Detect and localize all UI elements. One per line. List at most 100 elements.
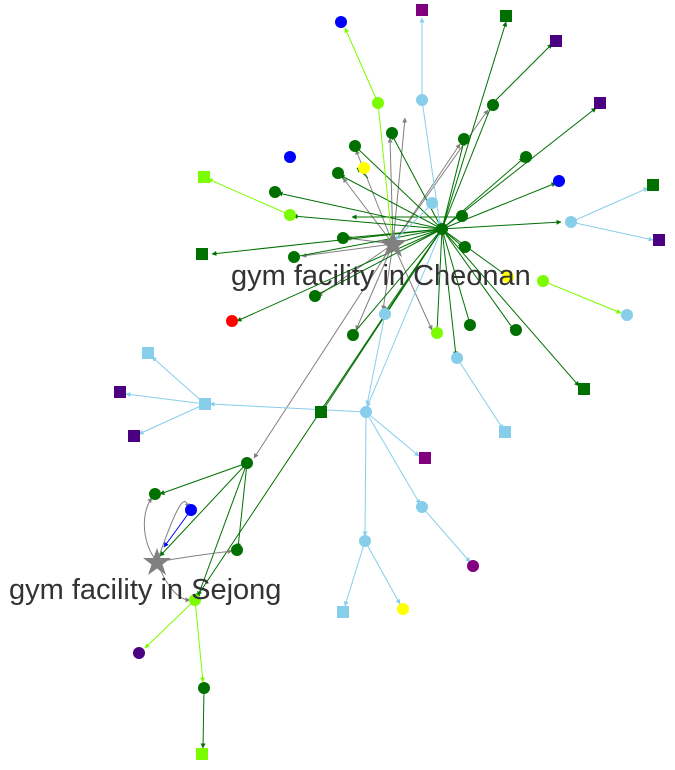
edge [200, 687, 206, 749]
edge [441, 228, 472, 325]
star-node-sejong [143, 548, 171, 575]
edge [362, 411, 368, 537]
node-circle [284, 209, 296, 221]
edge [364, 540, 401, 605]
node-square [653, 234, 665, 246]
edge [441, 21, 508, 230]
node-circle [416, 94, 428, 106]
edge [392, 117, 408, 245]
edge [151, 356, 206, 405]
node-square [416, 4, 428, 16]
node-circle [226, 315, 238, 327]
star-node-cheonan [379, 230, 407, 257]
node-square [419, 452, 431, 464]
node-circle [189, 594, 201, 606]
node-square [196, 748, 208, 760]
edge [292, 213, 443, 230]
edge [293, 228, 443, 259]
label-sejong: gym facility in Sejong [9, 574, 281, 606]
edge [138, 403, 206, 435]
edge [355, 146, 443, 230]
edge [339, 174, 443, 230]
node-circle [397, 603, 409, 615]
edge [144, 599, 196, 649]
lightgreen-edges [144, 27, 622, 683]
edge [197, 462, 248, 597]
edge [366, 228, 443, 408]
edge [343, 540, 366, 607]
edge [342, 177, 394, 245]
edge [491, 43, 553, 105]
node-circle [459, 241, 471, 253]
edge [365, 411, 421, 505]
edge [314, 228, 443, 297]
edge [570, 221, 654, 242]
node-circle [358, 162, 370, 174]
node-circle [426, 197, 438, 209]
node-square [337, 606, 349, 618]
edge [253, 243, 394, 459]
node-circle [416, 501, 428, 513]
node-circle [284, 151, 296, 163]
edge [441, 219, 562, 230]
edge [441, 182, 557, 230]
node-circle [337, 232, 349, 244]
edges [125, 17, 654, 749]
node-square [500, 10, 512, 22]
node-square [128, 430, 140, 442]
blue-edges [163, 509, 192, 548]
edge [377, 102, 395, 241]
node-circle [553, 175, 565, 187]
node-circle [456, 210, 468, 222]
node-circle [537, 275, 549, 287]
edge [441, 107, 597, 230]
node-circle [349, 140, 361, 152]
edge [344, 27, 379, 104]
edge [434, 228, 443, 333]
node-square [499, 426, 511, 438]
edge [209, 401, 367, 413]
node-circle [436, 223, 448, 235]
edge [441, 228, 580, 387]
edge [441, 228, 515, 331]
node-circle [309, 290, 321, 302]
node-circle [231, 544, 243, 556]
edge [125, 392, 206, 405]
edge [159, 462, 248, 557]
edge [159, 462, 248, 495]
node-circle [241, 457, 253, 469]
node-circle [198, 682, 210, 694]
node-circle [621, 309, 633, 321]
node-circle [464, 319, 476, 331]
node-circle [458, 133, 470, 145]
node-square [142, 347, 154, 359]
edge [365, 411, 420, 457]
edge [441, 228, 458, 357]
edge [456, 357, 504, 430]
node-circle [149, 488, 161, 500]
node-circle [133, 647, 145, 659]
node-circle [359, 535, 371, 547]
edge [163, 509, 192, 548]
edge [236, 228, 443, 322]
node-circle [332, 167, 344, 179]
edge [392, 143, 461, 245]
nodes [114, 4, 665, 760]
node-circle [379, 308, 391, 320]
edge [365, 313, 386, 406]
node-square [550, 35, 562, 47]
edge [387, 137, 394, 245]
node-square [647, 179, 659, 191]
node-circle [451, 352, 463, 364]
edge [441, 157, 525, 230]
node-square [315, 406, 327, 418]
edge [421, 506, 471, 563]
edge [352, 228, 443, 335]
node-circle [510, 324, 522, 336]
edge [143, 497, 158, 563]
node-circle [487, 99, 499, 111]
node-circle [288, 251, 300, 263]
node-circle [185, 504, 197, 516]
node-square [114, 386, 126, 398]
